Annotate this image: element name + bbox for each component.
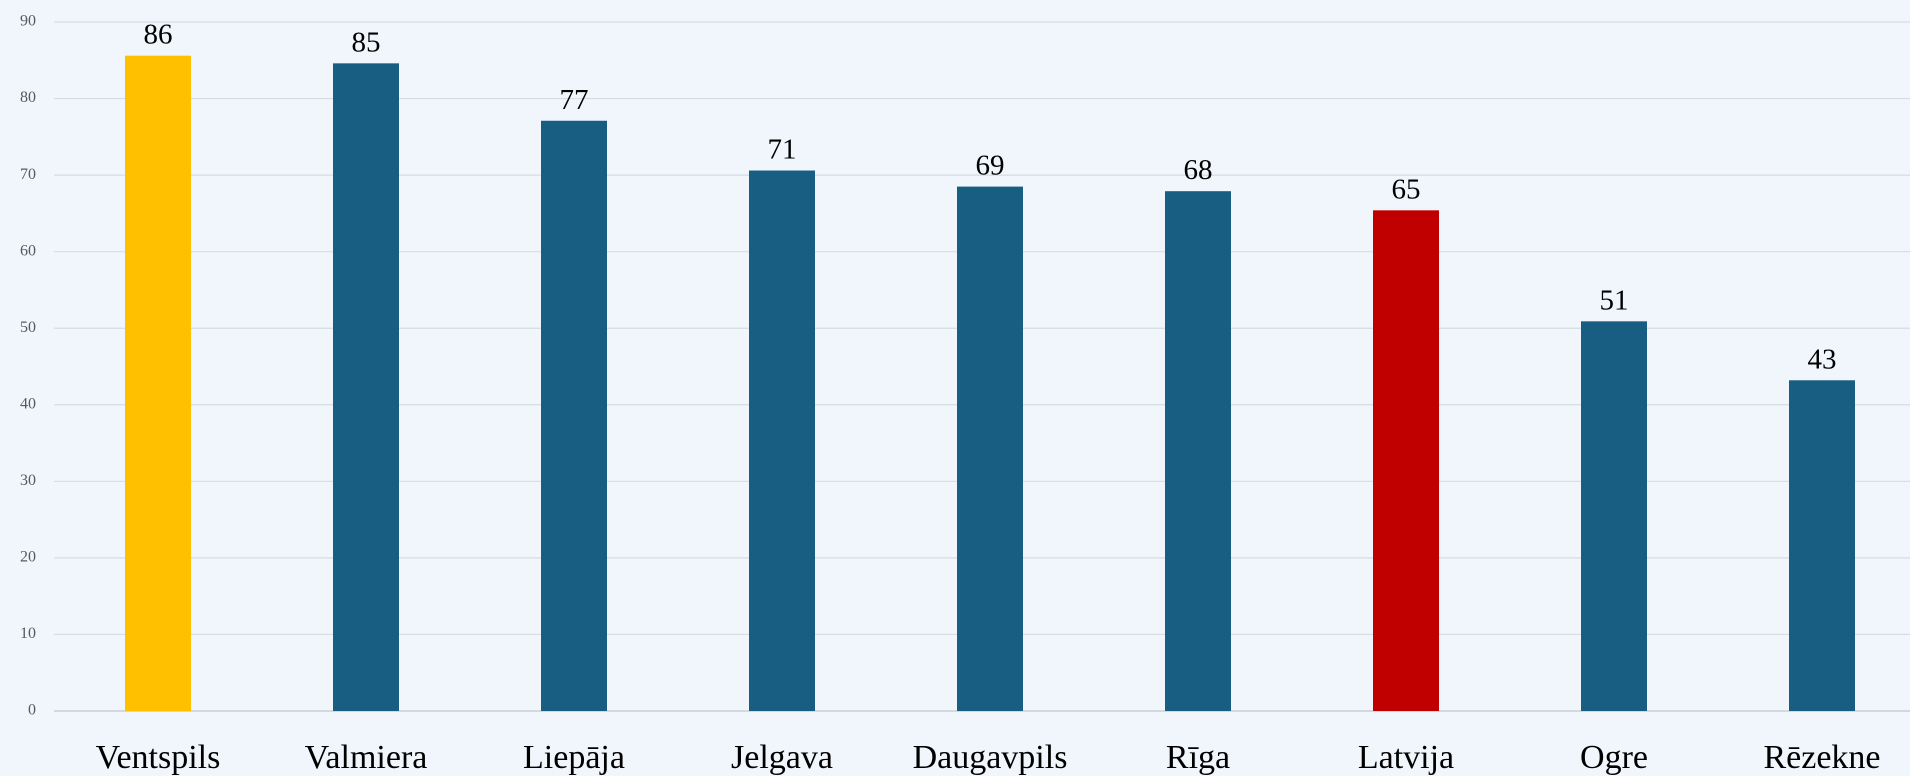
y-tick-label: 30 (20, 472, 36, 489)
y-tick-label: 50 (20, 319, 36, 336)
bar (1373, 210, 1439, 711)
bar (1581, 321, 1647, 711)
data-label: 86 (144, 19, 173, 51)
y-tick-label: 0 (28, 702, 36, 719)
bar (1165, 191, 1231, 712)
data-label: 65 (1392, 173, 1421, 205)
x-tick-label: Latvija (1358, 739, 1454, 776)
bar (957, 186, 1023, 711)
y-tick-label: 80 (20, 89, 36, 106)
y-tick-label: 40 (20, 395, 36, 412)
x-tick-label: Ventspils (96, 739, 221, 776)
data-label: 69 (976, 150, 1005, 182)
x-tick-label: Liepāja (523, 739, 625, 776)
x-tick-label: Daugavpils (913, 739, 1068, 776)
bar (333, 63, 399, 711)
x-tick-label: Ogre (1580, 739, 1648, 776)
y-tick-label: 60 (20, 242, 36, 259)
x-tick-label: Valmiera (305, 739, 428, 776)
data-label: 51 (1600, 284, 1629, 316)
bar (749, 170, 815, 712)
data-label: 68 (1184, 154, 1213, 186)
bar (125, 55, 191, 711)
x-tick-label: Rēzekne (1763, 739, 1880, 776)
y-tick-label: 10 (20, 625, 36, 642)
data-label: 85 (352, 26, 381, 58)
x-tick-label: Rīga (1166, 739, 1230, 776)
data-label: 71 (768, 134, 797, 166)
y-tick-label: 70 (20, 166, 36, 183)
bar (541, 120, 607, 712)
y-tick-label: 90 (20, 13, 36, 30)
data-label: 77 (560, 84, 589, 116)
y-tick-label: 20 (20, 549, 36, 566)
data-label: 43 (1808, 343, 1837, 375)
x-tick-label: Jelgava (731, 739, 833, 776)
bar (1789, 380, 1855, 711)
